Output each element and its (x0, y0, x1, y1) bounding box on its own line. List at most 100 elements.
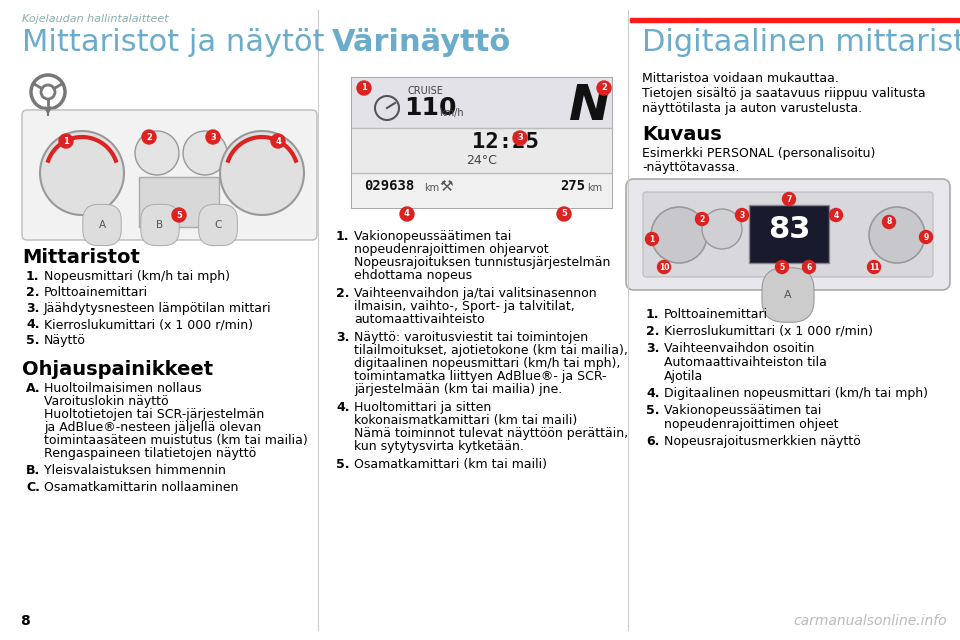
Text: Nämä toiminnot tulevat näyttöön perättäin,: Nämä toiminnot tulevat näyttöön perättäi… (354, 427, 628, 440)
Text: 11: 11 (869, 262, 879, 271)
Circle shape (183, 131, 227, 175)
Circle shape (645, 232, 659, 246)
Text: 3: 3 (517, 134, 523, 143)
Text: Osamatkamittari (km tai maili): Osamatkamittari (km tai maili) (354, 458, 547, 471)
Circle shape (782, 193, 796, 205)
Text: Mittaristot ja näytöt: Mittaristot ja näytöt (22, 28, 324, 57)
Text: Automaattivaihteiston tila: Automaattivaihteiston tila (664, 356, 827, 369)
Text: 7: 7 (786, 195, 792, 204)
Circle shape (172, 208, 186, 222)
Text: Esimerkki PERSONAL (personalisoitu): Esimerkki PERSONAL (personalisoitu) (642, 147, 876, 160)
Text: 12:25: 12:25 (472, 132, 539, 152)
Text: 1: 1 (649, 234, 655, 243)
Text: Huoltotietojen tai SCR-järjestelmän: Huoltotietojen tai SCR-järjestelmän (44, 408, 264, 421)
Text: ⚒: ⚒ (439, 179, 452, 194)
Circle shape (59, 134, 73, 148)
Text: 1.: 1. (26, 270, 39, 283)
Text: Polttoainemittari: Polttoainemittari (44, 286, 148, 299)
Text: Nopeusrajoituksen tunnistusjärjestelmän: Nopeusrajoituksen tunnistusjärjestelmän (354, 256, 611, 269)
Text: N: N (569, 82, 611, 130)
Text: 3: 3 (739, 211, 745, 220)
Text: 1.: 1. (336, 230, 349, 243)
Text: näyttötilasta ja auton varustelusta.: näyttötilasta ja auton varustelusta. (642, 102, 862, 115)
Text: 9: 9 (924, 232, 928, 241)
Text: järjestelmään (km tai mailia) jne.: järjestelmään (km tai mailia) jne. (354, 383, 563, 396)
Text: 5: 5 (176, 211, 182, 220)
Circle shape (557, 207, 571, 221)
Text: 2.: 2. (336, 287, 349, 300)
Text: 8: 8 (20, 614, 30, 628)
Circle shape (658, 260, 670, 273)
Text: Huoltoilmaisimen nollaus: Huoltoilmaisimen nollaus (44, 382, 202, 395)
Text: 5.: 5. (646, 404, 660, 417)
Text: Jäähdytysnesteen lämpötilan mittari: Jäähdytysnesteen lämpötilan mittari (44, 302, 272, 315)
Text: toimintamatka liittyen AdBlue®- ja SCR-: toimintamatka liittyen AdBlue®- ja SCR- (354, 370, 607, 383)
Text: 3.: 3. (336, 331, 349, 344)
Text: -näyttötavassa.: -näyttötavassa. (642, 161, 739, 174)
Circle shape (803, 260, 815, 273)
Text: 1: 1 (361, 83, 367, 93)
Bar (139, 177, 219, 227)
Text: Kierroslukumittari (x 1 000 r/min): Kierroslukumittari (x 1 000 r/min) (44, 318, 253, 331)
Text: A.: A. (26, 382, 40, 395)
Text: A: A (784, 290, 792, 300)
Text: 4: 4 (404, 209, 410, 218)
Text: km/h: km/h (439, 108, 464, 118)
Text: ilmaisin, vaihto-, Sport- ja talvitilat,: ilmaisin, vaihto-, Sport- ja talvitilat, (354, 300, 575, 313)
Bar (749, 205, 829, 263)
Text: Kuvaus: Kuvaus (642, 125, 722, 144)
Text: Nopeusmittari (km/h tai mph): Nopeusmittari (km/h tai mph) (44, 270, 230, 283)
Text: Näyttö: varoitusviestit tai toimintojen: Näyttö: varoitusviestit tai toimintojen (354, 331, 588, 344)
Text: Vakionopeussäätimen tai: Vakionopeussäätimen tai (354, 230, 512, 243)
FancyBboxPatch shape (626, 179, 950, 290)
Text: 2: 2 (700, 214, 705, 223)
Text: 2: 2 (146, 132, 152, 141)
Text: 110: 110 (404, 96, 457, 120)
Text: 1.: 1. (646, 308, 660, 321)
Circle shape (142, 130, 156, 144)
Text: kun sytytysvirta kytketään.: kun sytytysvirta kytketään. (354, 440, 524, 453)
Text: Kojelaudan hallintalaitteet: Kojelaudan hallintalaitteet (22, 14, 169, 24)
Text: km: km (587, 183, 602, 193)
Text: ja AdBlue®-nesteen jäljellä olevan: ja AdBlue®-nesteen jäljellä olevan (44, 421, 261, 434)
Text: Vaihteenvaihdon ja/tai valitsinasennon: Vaihteenvaihdon ja/tai valitsinasennon (354, 287, 596, 300)
Circle shape (651, 207, 707, 263)
Circle shape (920, 230, 932, 243)
Text: km: km (424, 183, 439, 193)
Bar (352, 78, 612, 208)
Text: 4.: 4. (646, 387, 660, 400)
Text: Tietojen sisältö ja saatavuus riippuu valitusta: Tietojen sisältö ja saatavuus riippuu va… (642, 87, 925, 100)
Circle shape (735, 209, 749, 221)
Text: C.: C. (26, 481, 40, 494)
Text: 3.: 3. (26, 302, 39, 315)
Circle shape (869, 207, 925, 263)
Text: 2.: 2. (646, 325, 660, 338)
Text: digitaalinen nopeusmittari (km/h tai mph),: digitaalinen nopeusmittari (km/h tai mph… (354, 357, 620, 370)
Text: toimintaasäteen muistutus (km tai mailia): toimintaasäteen muistutus (km tai mailia… (44, 434, 308, 447)
Circle shape (868, 260, 880, 273)
Circle shape (882, 216, 896, 228)
Circle shape (695, 212, 708, 225)
Text: 10: 10 (659, 262, 669, 271)
Text: Vaihteenvaihdon osoitin: Vaihteenvaihdon osoitin (664, 342, 814, 355)
Text: 24°C: 24°C (467, 154, 497, 167)
Text: 5: 5 (561, 209, 567, 218)
Text: 8: 8 (886, 218, 892, 227)
Text: Värinäyttö: Värinäyttö (332, 28, 512, 57)
Circle shape (776, 260, 788, 273)
Text: Yleisvalaistuksen himmennin: Yleisvalaistuksen himmennin (44, 464, 226, 477)
Text: 4: 4 (276, 136, 281, 145)
Circle shape (829, 209, 843, 221)
Text: A: A (99, 220, 106, 230)
Text: Digitaalinen nopeusmittari (km/h tai mph): Digitaalinen nopeusmittari (km/h tai mph… (664, 387, 928, 400)
Text: 4.: 4. (336, 401, 349, 414)
Circle shape (206, 130, 220, 144)
Text: tilailmoitukset, ajotietokone (km tai mailia),: tilailmoitukset, ajotietokone (km tai ma… (354, 344, 628, 357)
Circle shape (357, 81, 371, 95)
Text: 5.: 5. (336, 458, 349, 471)
Text: 4.: 4. (26, 318, 39, 331)
Text: kokonaismatkamittari (km tai maili): kokonaismatkamittari (km tai maili) (354, 414, 577, 427)
Text: Vakionopeussäätimen tai: Vakionopeussäätimen tai (664, 404, 822, 417)
Text: B.: B. (26, 464, 40, 477)
Text: nopeudenrajoittimen ohjeet: nopeudenrajoittimen ohjeet (664, 418, 838, 431)
